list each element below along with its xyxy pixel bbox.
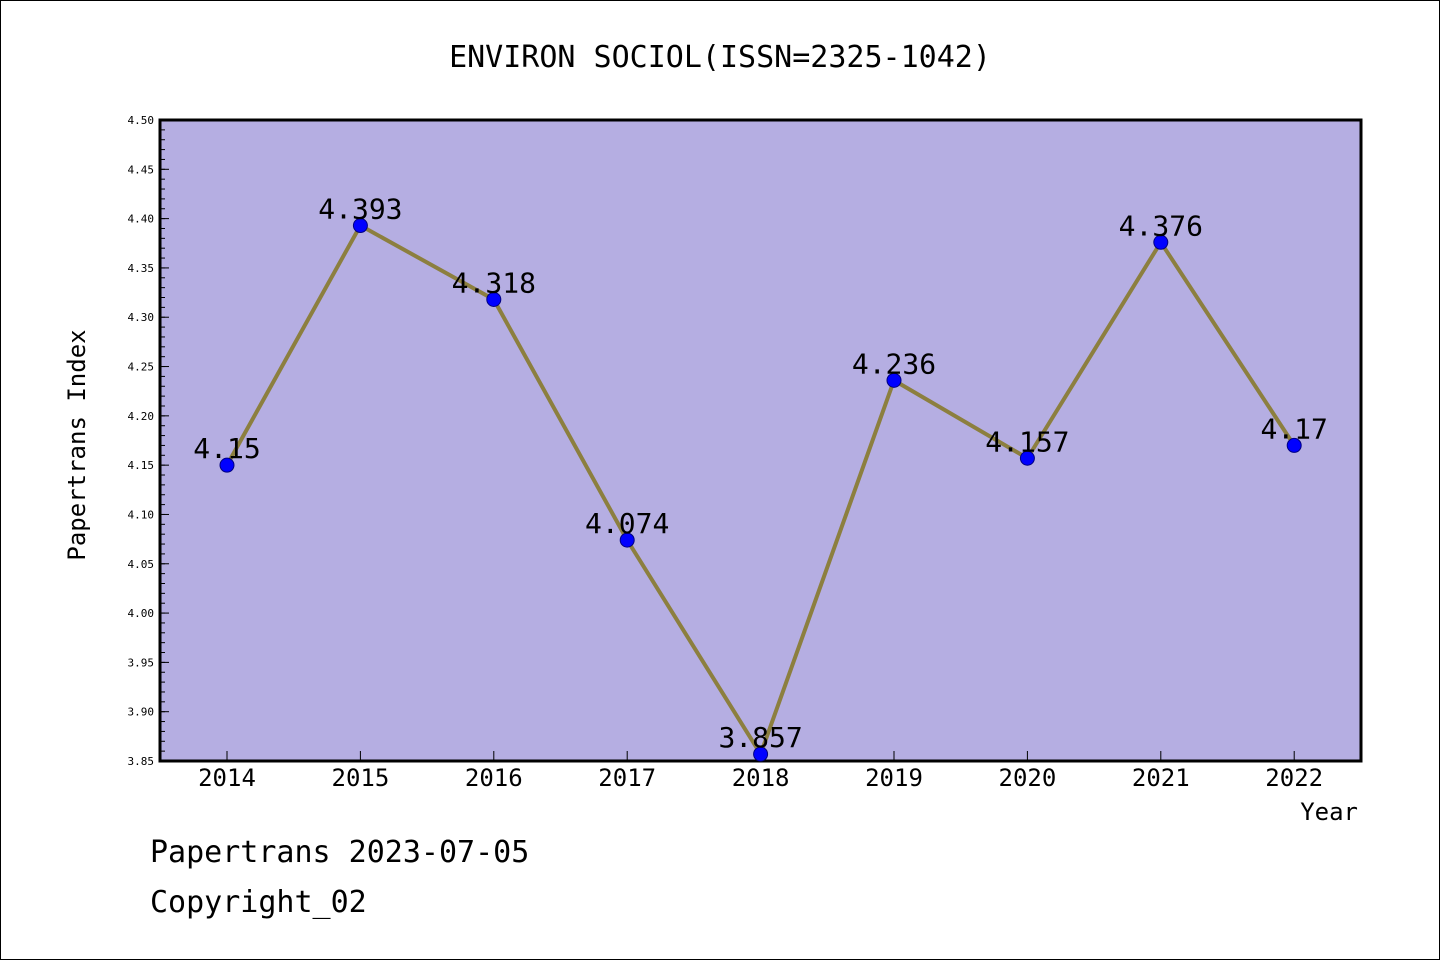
x-tick-label: 2018: [732, 764, 790, 792]
y-tick-label: 4.40: [128, 213, 155, 226]
x-tick-label: 2015: [332, 764, 390, 792]
x-tick-label: 2020: [999, 764, 1057, 792]
x-tick-label: 2022: [1265, 764, 1323, 792]
x-axis-label: Year: [1300, 798, 1358, 826]
data-label: 4.15: [193, 432, 260, 465]
y-axis-label: Papertrans Index: [63, 329, 91, 560]
y-tick-label: 3.95: [128, 656, 155, 669]
y-tick-label: 3.85: [128, 755, 155, 768]
y-tick-label: 4.00: [128, 607, 155, 620]
y-tick-label: 4.25: [128, 361, 155, 374]
y-tick-label: 4.45: [128, 163, 155, 176]
y-tick-label: 4.05: [128, 558, 155, 571]
y-tick-label: 4.20: [128, 410, 155, 423]
y-tick-label: 4.10: [128, 508, 155, 521]
x-tick-label: 2021: [1132, 764, 1190, 792]
data-point: [352, 218, 368, 234]
data-label: 4.376: [1119, 209, 1203, 242]
data-label: 4.157: [985, 425, 1069, 458]
y-tick-label: 4.35: [128, 262, 155, 275]
x-axis: 2014 2015 2016 2017 2018 2019 2020 2021 2022: [198, 751, 1323, 792]
chart-title: ENVIRON SOCIOL(ISSN=2325-1042): [449, 40, 991, 75]
data-label: 3.857: [718, 721, 802, 754]
y-tick-label: 3.90: [128, 706, 155, 719]
data-point: [753, 746, 769, 762]
data-point: [1286, 437, 1302, 453]
data-label: 4.318: [452, 266, 536, 299]
data-label: 4.393: [318, 193, 402, 226]
x-tick-label: 2019: [865, 764, 923, 792]
x-tick-label: 2016: [465, 764, 523, 792]
data-label: 4.236: [852, 347, 936, 380]
data-point: [886, 372, 902, 388]
x-tick-label: 2017: [598, 764, 656, 792]
footer-copyright: Copyright_02: [150, 885, 367, 920]
data-points: [219, 218, 1302, 762]
data-point: [219, 457, 235, 473]
data-point: [486, 291, 502, 307]
data-point: [1153, 234, 1169, 250]
data-point: [1019, 450, 1035, 466]
y-axis: 3.85 3.90 3.95 4.00 4.05 4.10 4.15 4.20 4.25 4.30…: [128, 114, 169, 768]
data-labels: 4.15 4.393 4.318 4.074 3.857 4.236 4.157 4.376 4…: [193, 193, 1328, 755]
data-point: [619, 532, 635, 548]
y-tick-label: 4.30: [128, 311, 155, 324]
y-tick-label: 4.50: [128, 114, 155, 127]
data-label: 4.17: [1260, 412, 1327, 445]
y-tick-label: 4.15: [128, 459, 155, 472]
data-label: 4.074: [585, 507, 669, 540]
x-tick-label: 2014: [198, 764, 256, 792]
footer-date: Papertrans 2023-07-05: [150, 835, 530, 870]
